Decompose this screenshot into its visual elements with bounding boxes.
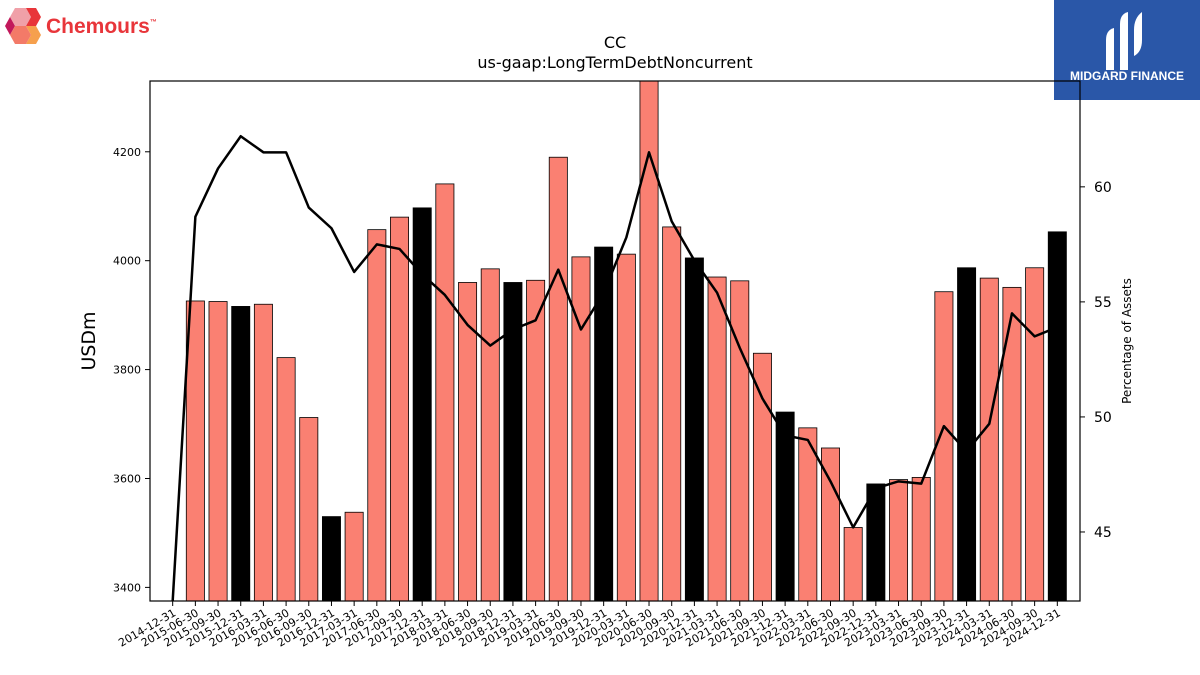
y-tick-label: 4200 [113,146,141,159]
bar-2022-09-30 [843,527,863,602]
chart-subtitle: us-gaap:LongTermDebtNoncurrent [477,53,752,72]
chart-title: CC [604,33,626,52]
chemours-logo-hex-orange [26,26,41,44]
bar-2018-09-30 [480,268,500,602]
bar-2016-03-31 [253,303,273,602]
midgard-mark-left-stroke [1106,28,1114,70]
bars-layer [185,80,1067,602]
axes-layer: 34003600380040004200455055602014-12-3120… [113,80,1112,650]
midgard-mark-center-stroke [1120,12,1128,70]
bar-2020-03-31 [616,253,636,602]
bar-2023-12-31 [957,267,977,602]
series-line-pct-assets [171,134,1058,602]
line-layer [171,134,1058,602]
bar-2024-12-31 [1047,231,1067,602]
bar-2020-12-31 [684,257,704,602]
bar-2021-09-30 [752,352,772,602]
bar-2024-03-31 [979,277,999,602]
midgard-finance-logo: MIDGARD FINANCE [1054,0,1200,100]
bar-2015-06-30 [185,300,205,602]
bar-2024-06-30 [1002,286,1022,602]
y-tick-label: 3600 [113,472,141,485]
y2-tick-label: 60 [1094,180,1112,196]
chemours-logo-hex-red [26,8,41,26]
y-axis-label: USDm [78,311,100,370]
bar-2016-09-30 [299,417,319,602]
bar-2016-06-30 [276,357,296,602]
chemours-logo-hex-pink [10,8,31,26]
bar-2015-12-31 [231,306,251,602]
bar-2021-12-31 [775,411,795,602]
chemours-logo-text: Chemours™ [46,15,157,38]
y-tick-label: 3400 [113,581,141,594]
bar-2019-12-31 [594,246,614,602]
midgard-finance-wordmark: MIDGARD FINANCE [1070,69,1184,83]
bar-2024-09-30 [1025,267,1045,602]
bar-2017-06-30 [367,229,387,602]
bar-2021-03-31 [707,276,727,602]
y-tick-label: 4000 [113,255,141,268]
bar-2017-03-31 [344,511,364,602]
bar-2019-09-30 [571,256,591,602]
bar-2020-06-30 [639,80,659,602]
y2-tick-label: 50 [1094,410,1112,426]
chemours-logo: Chemours™ [5,8,157,44]
bar-2019-03-31 [526,279,546,602]
bar-2021-06-30 [730,280,750,602]
plot-frame [149,80,1081,602]
midgard-mark-right-stroke [1134,12,1142,70]
bar-2018-03-31 [435,183,455,602]
y2-tick-label: 45 [1094,525,1112,541]
bar-2023-09-30 [934,291,954,602]
y2-axis-label: Percentage of Assets [1120,278,1134,404]
y2-tick-label: 55 [1094,295,1112,311]
bar-2023-06-30 [911,476,931,602]
bar-2023-03-31 [889,479,909,602]
chemours-logo-tm: ™ [150,19,157,26]
chemours-logo-hex-coral [10,26,31,44]
bar-2019-06-30 [548,156,568,602]
bar-2020-09-30 [662,226,682,602]
bar-2015-09-30 [208,301,228,602]
bar-2017-09-30 [390,216,409,602]
midgard-finance-mark: MIDGARD FINANCE [1070,12,1184,83]
bar-2016-12-31 [321,516,341,602]
y-tick-label: 3800 [113,364,141,377]
